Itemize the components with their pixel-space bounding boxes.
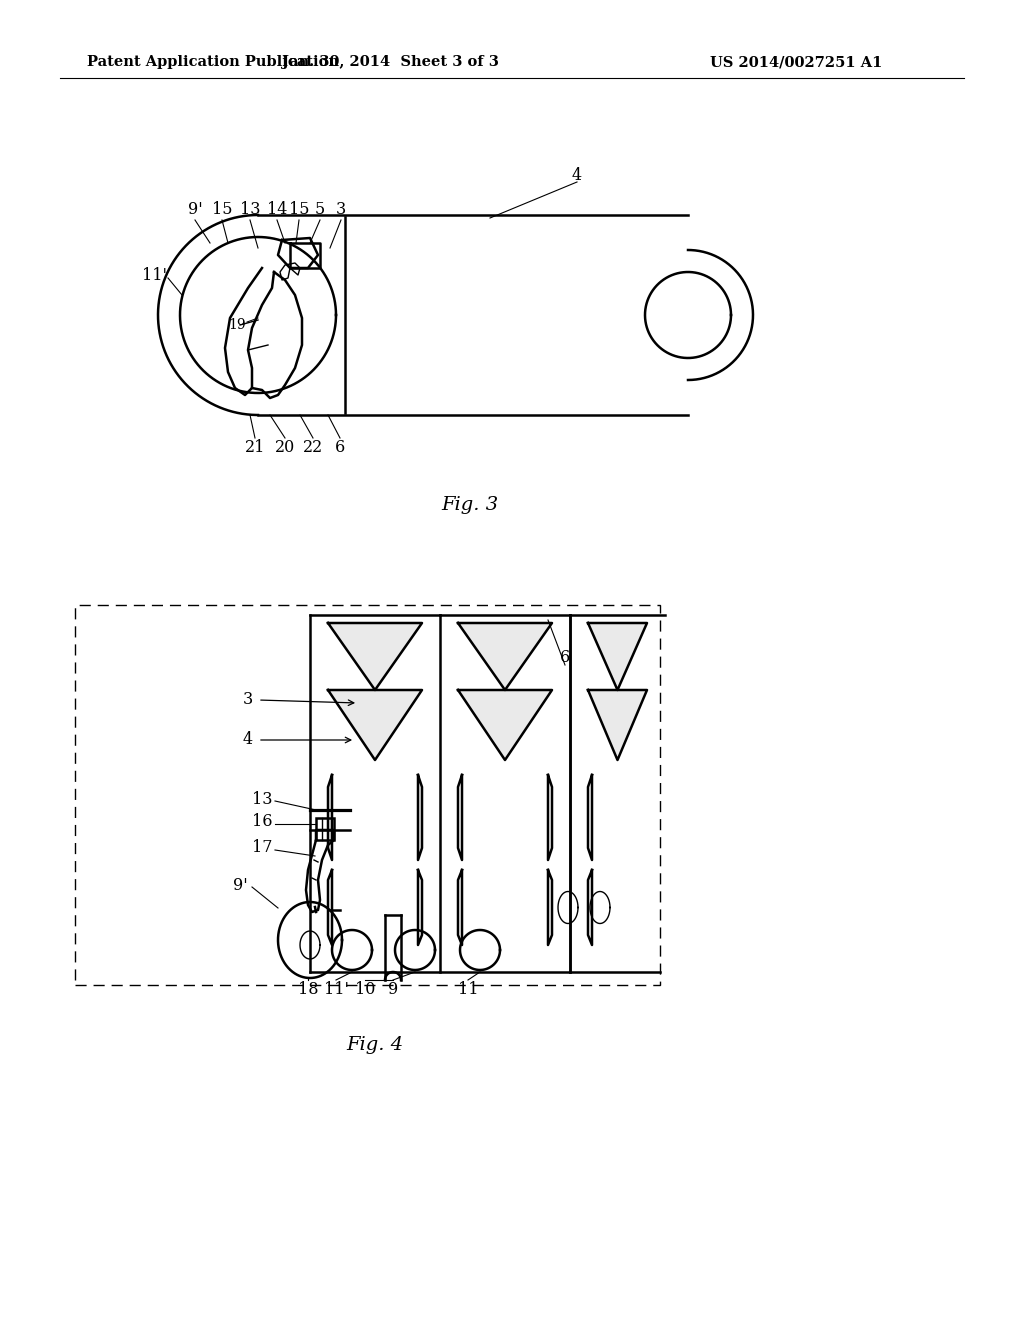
Text: 11: 11	[458, 982, 478, 998]
Text: Fig. 3: Fig. 3	[441, 496, 499, 513]
Text: 9': 9'	[232, 876, 248, 894]
Text: 3: 3	[243, 692, 253, 709]
Text: 15: 15	[289, 202, 309, 219]
Text: 3: 3	[336, 202, 346, 219]
Polygon shape	[328, 623, 422, 690]
Text: 19: 19	[228, 318, 246, 333]
Polygon shape	[588, 623, 647, 690]
Text: 5: 5	[314, 202, 326, 219]
Polygon shape	[328, 775, 332, 861]
Text: Fig. 4: Fig. 4	[346, 1036, 403, 1053]
Bar	[75, 605, 660, 985]
Text: 11': 11'	[324, 982, 348, 998]
Polygon shape	[328, 690, 422, 760]
Bar	[316, 818, 334, 840]
Text: 21: 21	[245, 440, 265, 457]
Text: 16: 16	[252, 813, 272, 830]
Text: 4: 4	[572, 166, 582, 183]
Polygon shape	[418, 775, 422, 861]
Text: 4: 4	[243, 731, 253, 748]
Text: 13: 13	[252, 792, 272, 808]
Text: US 2014/0027251 A1: US 2014/0027251 A1	[710, 55, 883, 69]
Text: 17: 17	[252, 838, 272, 855]
Text: 6: 6	[335, 440, 345, 457]
Polygon shape	[588, 690, 647, 760]
Text: 6: 6	[560, 649, 570, 667]
Text: 18: 18	[298, 982, 318, 998]
Text: Jan. 30, 2014  Sheet 3 of 3: Jan. 30, 2014 Sheet 3 of 3	[282, 55, 499, 69]
Text: 22: 22	[303, 440, 324, 457]
Text: 11': 11'	[142, 267, 168, 284]
Text: 20: 20	[274, 440, 295, 457]
Text: 13: 13	[240, 202, 260, 219]
Text: 10: 10	[354, 982, 375, 998]
Polygon shape	[458, 690, 552, 760]
Text: 9': 9'	[187, 202, 203, 219]
Text: Patent Application Publication: Patent Application Publication	[87, 55, 339, 69]
Polygon shape	[458, 623, 552, 690]
Text: 14: 14	[267, 202, 287, 219]
Text: 15: 15	[212, 202, 232, 219]
Text: 9: 9	[388, 982, 398, 998]
